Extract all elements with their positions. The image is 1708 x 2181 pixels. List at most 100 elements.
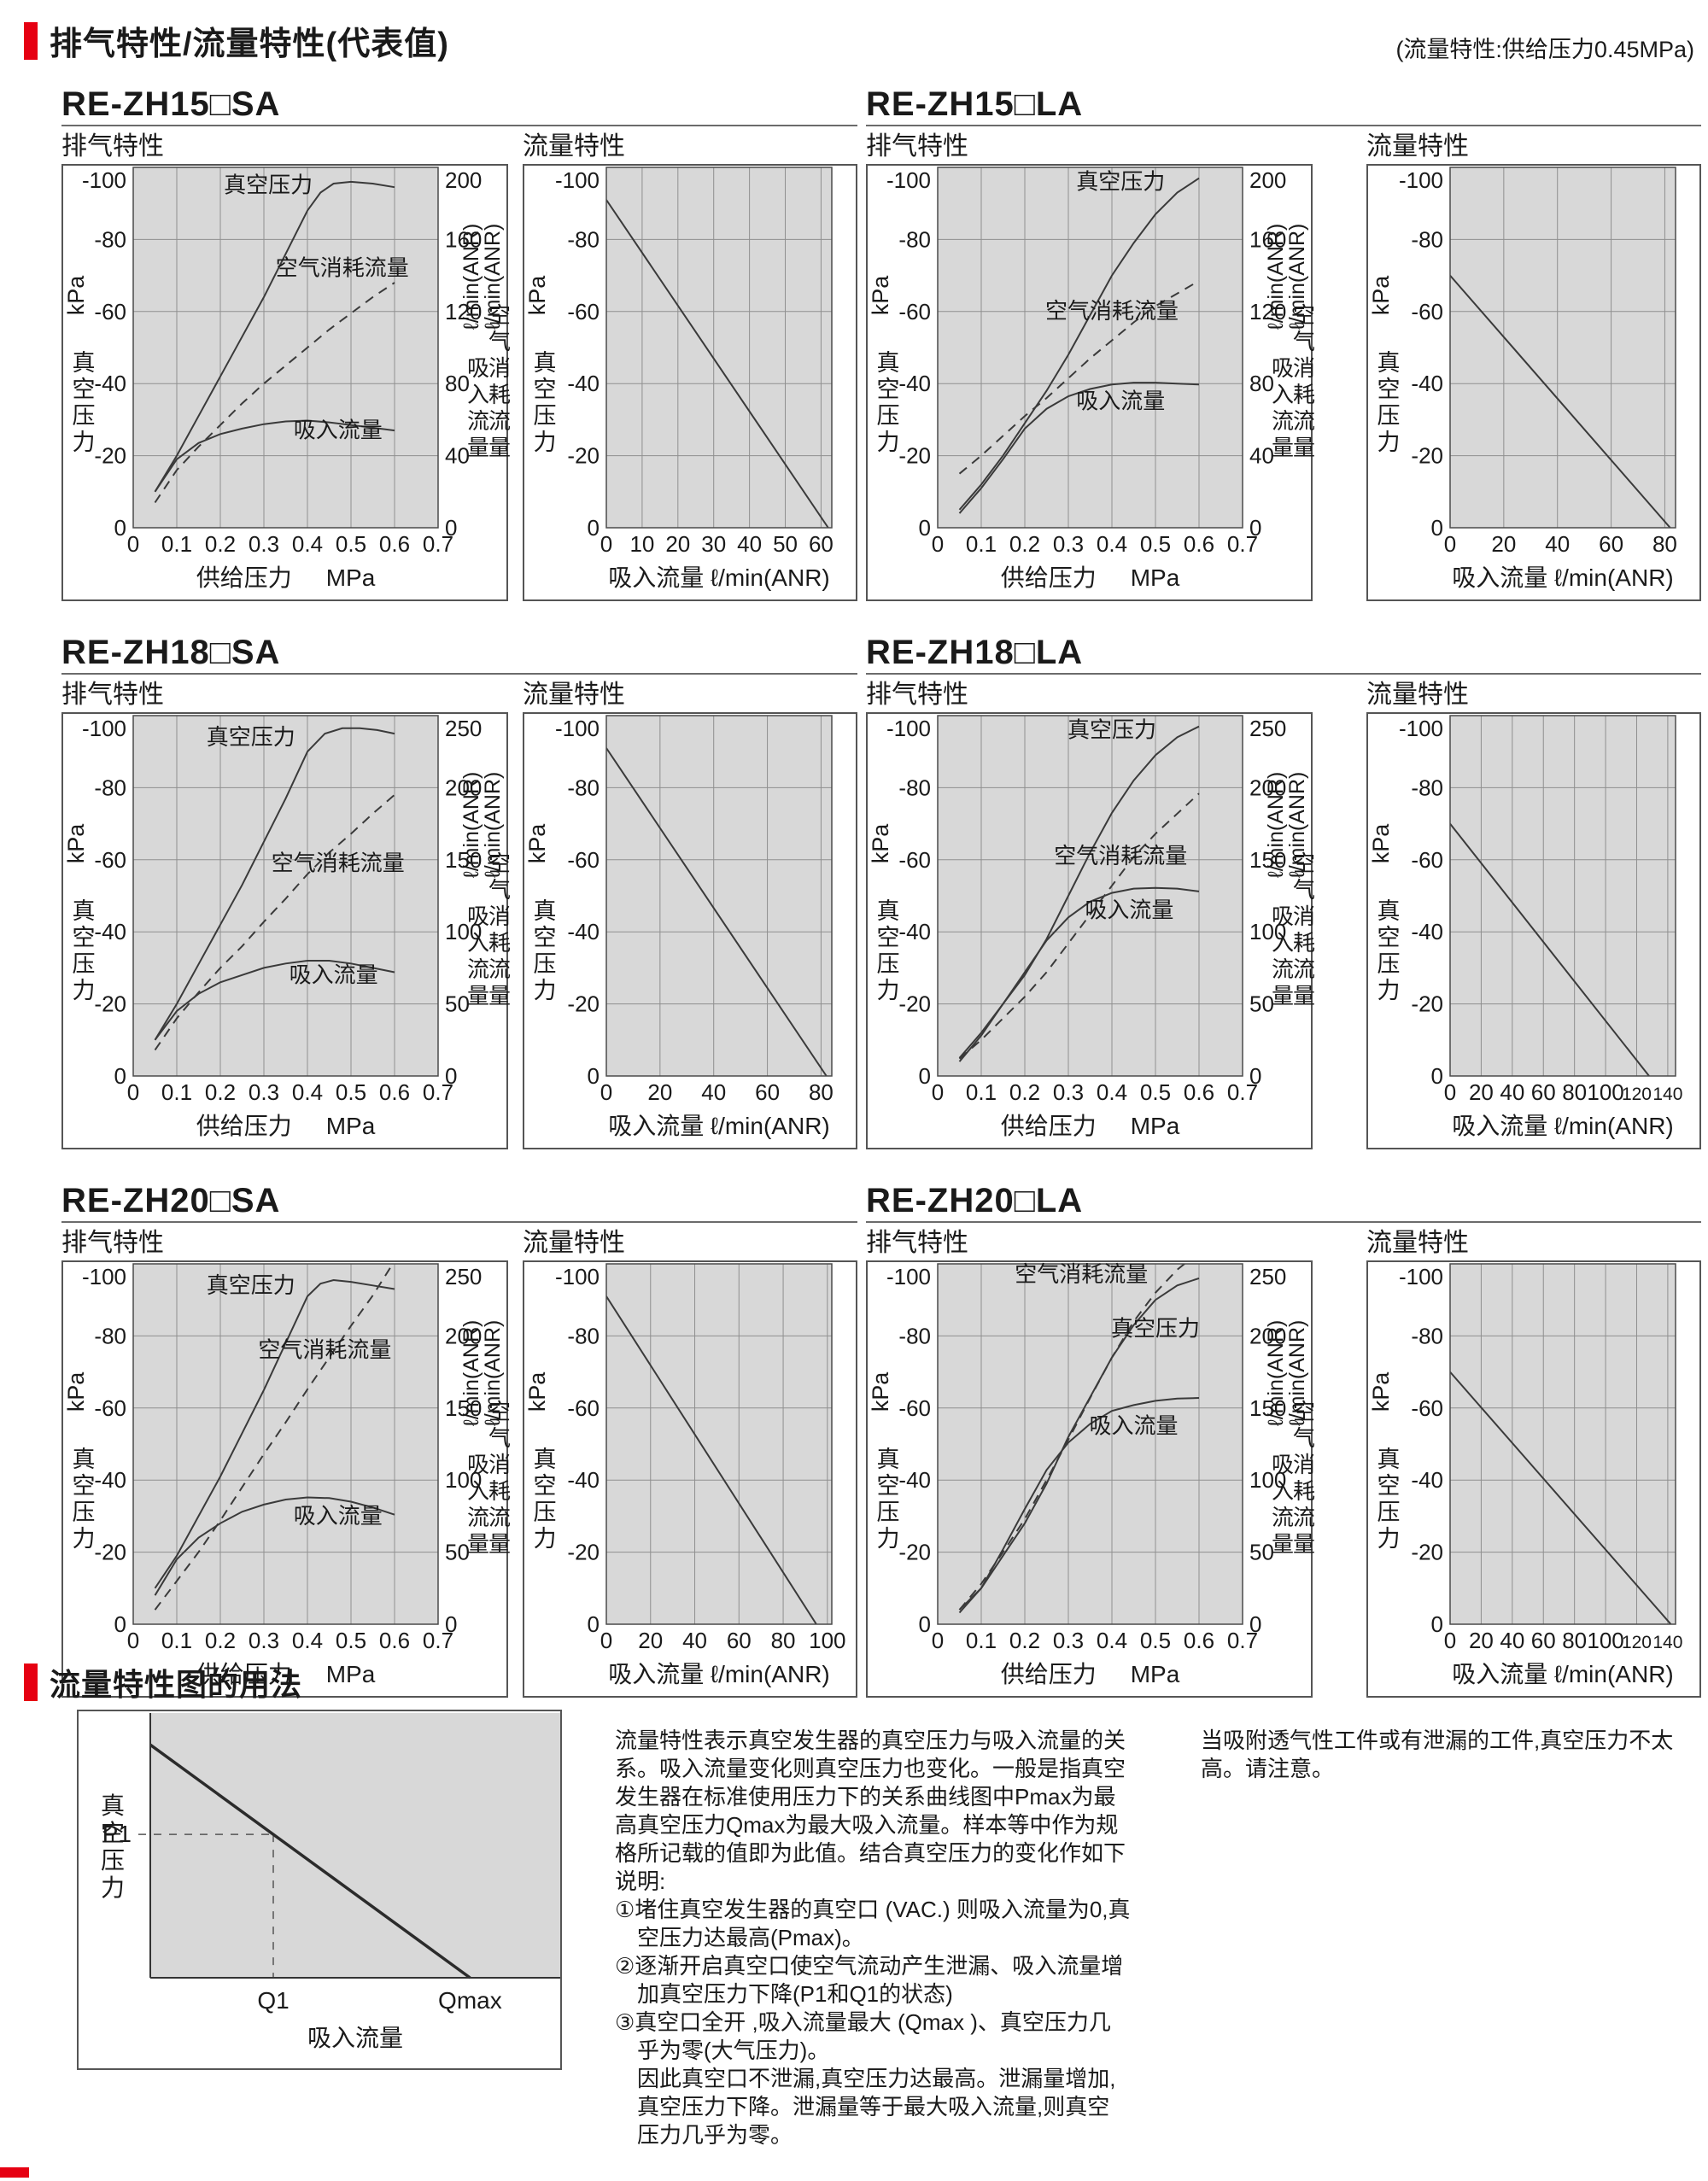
svg-text:压: 压 [877, 951, 900, 977]
svg-text:ℓ/min(ANR): ℓ/min(ANR) [1285, 1320, 1309, 1427]
svg-text:0: 0 [1431, 1611, 1443, 1637]
svg-text:100: 100 [1587, 1628, 1623, 1653]
svg-text:150: 150 [1249, 847, 1286, 873]
svg-text:0.5: 0.5 [336, 1628, 366, 1653]
usage-example-chart-svg: P1 Q1 Qmax 吸入流量 真空压力 [101, 1713, 560, 2051]
svg-text:0: 0 [445, 1611, 457, 1637]
svg-text:50: 50 [1249, 1540, 1274, 1565]
svg-text:流: 流 [1272, 408, 1294, 434]
svg-text:流: 流 [488, 408, 511, 434]
svg-text:空: 空 [534, 925, 557, 950]
flow-chart-svg: 0 -20 -40 -60 -80 -100 0 20 40 60 80 100 吸入流量 ℓ/min(… [524, 1263, 846, 1687]
svg-text:压: 压 [73, 951, 96, 977]
divider [61, 125, 857, 126]
svg-text:0.2: 0.2 [205, 1079, 236, 1105]
svg-text:-20: -20 [94, 991, 126, 1017]
svg-text:压: 压 [877, 1500, 900, 1525]
svg-text:0.3: 0.3 [1053, 531, 1084, 557]
svg-text:空气消耗流量: 空气消耗流量 [1054, 843, 1187, 868]
svg-text:-80: -80 [567, 226, 600, 252]
svg-text:-20: -20 [1411, 1540, 1443, 1565]
exhaust-chart-svg: 0 -20 -40 -60 -80 -100 0 50 100 150 200 250 0 0.1 0.2 0… [63, 715, 511, 1139]
flow-column: 流量特性 0 -20 -40 -60 -80 -100 0 20 40 60 80 吸入流量 ℓ/mi… [1366, 132, 1701, 601]
model-group-re-zh18sa: RE-ZH18□SA 排气特性 0 -20 -40 -60 -80 -100 0 50 100 1… [61, 634, 857, 1149]
svg-text:吸入流量 ℓ/min(ANR): 吸入流量 ℓ/min(ANR) [1452, 564, 1674, 591]
svg-text:-80: -80 [94, 1323, 126, 1348]
svg-text:60: 60 [1531, 1628, 1556, 1653]
svg-text:200: 200 [445, 1323, 482, 1348]
svg-text:ℓ/min(ANR): ℓ/min(ANR) [1264, 224, 1288, 330]
usage-section-header: 流量特性图的用法 [24, 1660, 302, 1704]
exhaust-chart-svg: 0 -20 -40 -60 -80 -100 0 50 100 150 200 250 0 0.1 0.2 0… [868, 715, 1315, 1139]
svg-text:0.7: 0.7 [423, 531, 453, 557]
svg-text:-60: -60 [898, 299, 931, 325]
footer-red-mark [0, 2167, 29, 2178]
svg-text:吸入流量: 吸入流量 [294, 418, 383, 443]
svg-text:kPa: kPa [63, 1371, 89, 1412]
svg-text:0.1: 0.1 [966, 531, 997, 557]
svg-text:真空压力: 真空压力 [1111, 1315, 1200, 1341]
svg-text:耗: 耗 [488, 930, 511, 956]
svg-text:ℓ/min(ANR): ℓ/min(ANR) [1285, 772, 1309, 879]
svg-text:80: 80 [771, 1628, 796, 1653]
svg-text:0.1: 0.1 [966, 1628, 997, 1653]
exhaust-column: 排气特性 0 -20 -40 -60 -80 -100 0 40 80 120 160 200 0 0.1… [866, 132, 1315, 601]
svg-text:-60: -60 [567, 1395, 600, 1421]
model-title: RE-ZH20□LA [866, 1182, 1084, 1219]
svg-text:消: 消 [488, 355, 511, 381]
svg-text:0: 0 [588, 515, 600, 541]
svg-text:空: 空 [1293, 1399, 1315, 1424]
red-accent-bar [24, 1664, 38, 1701]
svg-text:-40: -40 [1411, 919, 1443, 944]
svg-text:kPa: kPa [524, 1371, 550, 1412]
svg-text:ℓ/min(ANR): ℓ/min(ANR) [459, 1320, 483, 1427]
exhaust-chart: 0 -20 -40 -60 -80 -100 0 50 100 150 200 250 0 0.1 0.2 0… [866, 1260, 1315, 1698]
svg-text:力: 力 [534, 430, 557, 455]
svg-text:0: 0 [919, 1063, 931, 1089]
divider [866, 1221, 1701, 1223]
svg-text:-80: -80 [94, 775, 126, 800]
flow-chart: 0 -20 -40 -60 -80 -100 0 20 40 60 80 100 吸入流量 ℓ/min(… [523, 1260, 857, 1698]
svg-text:0: 0 [1431, 515, 1443, 541]
svg-text:-60: -60 [567, 847, 600, 873]
flow-section-label: 流量特性 [523, 681, 625, 709]
svg-text:100: 100 [809, 1628, 845, 1653]
exhaust-section-label: 排气特性 [866, 1229, 968, 1257]
svg-text:入: 入 [1272, 1478, 1294, 1504]
svg-text:消: 消 [1293, 1452, 1315, 1477]
svg-text:-100: -100 [1399, 716, 1443, 741]
svg-text:-60: -60 [1411, 1395, 1443, 1421]
svg-text:-40: -40 [567, 371, 600, 396]
svg-text:-40: -40 [1411, 371, 1443, 396]
svg-text:0.3: 0.3 [1053, 1079, 1084, 1105]
svg-text:0.5: 0.5 [336, 531, 366, 557]
svg-text:0.3: 0.3 [249, 1628, 279, 1653]
svg-text:80: 80 [445, 371, 470, 396]
svg-text:20: 20 [638, 1628, 663, 1653]
svg-text:0: 0 [1444, 1628, 1456, 1653]
svg-text:流: 流 [488, 1505, 511, 1530]
svg-text:-40: -40 [1411, 1467, 1443, 1493]
svg-text:0.1: 0.1 [966, 1079, 997, 1105]
usage-conclusion: 因此真空口不泄漏,真空压力达最高。泄漏量增加,真空压力下降。泄漏量等于最大吸入流… [637, 2066, 1116, 2148]
flow-column: 流量特性 0 -20 -40 -60 -80 -100 0 20 40 60 80 吸入流量 ℓ/mi… [523, 680, 857, 1149]
exhaust-section-label: 排气特性 [61, 1229, 164, 1257]
svg-text:0.3: 0.3 [1053, 1628, 1084, 1653]
svg-text:量: 量 [467, 1531, 489, 1557]
svg-text:0.4: 0.4 [292, 531, 323, 557]
svg-text:-80: -80 [898, 226, 931, 252]
svg-text:Q1: Q1 [257, 1987, 289, 2014]
svg-text:真: 真 [877, 898, 900, 924]
svg-text:0.1: 0.1 [161, 531, 192, 557]
svg-text:-20: -20 [1411, 443, 1443, 469]
svg-text:空: 空 [1293, 302, 1315, 328]
svg-text:力: 力 [1378, 978, 1401, 1003]
red-accent-bar [24, 21, 38, 60]
exhaust-chart-svg: 0 -20 -40 -60 -80 -100 0 50 100 150 200 250 0 0.1 0.2 0… [63, 1263, 511, 1687]
svg-text:空: 空 [534, 1473, 557, 1499]
svg-text:压: 压 [73, 403, 96, 429]
svg-text:150: 150 [445, 847, 482, 873]
svg-text:0.5: 0.5 [1140, 1628, 1171, 1653]
